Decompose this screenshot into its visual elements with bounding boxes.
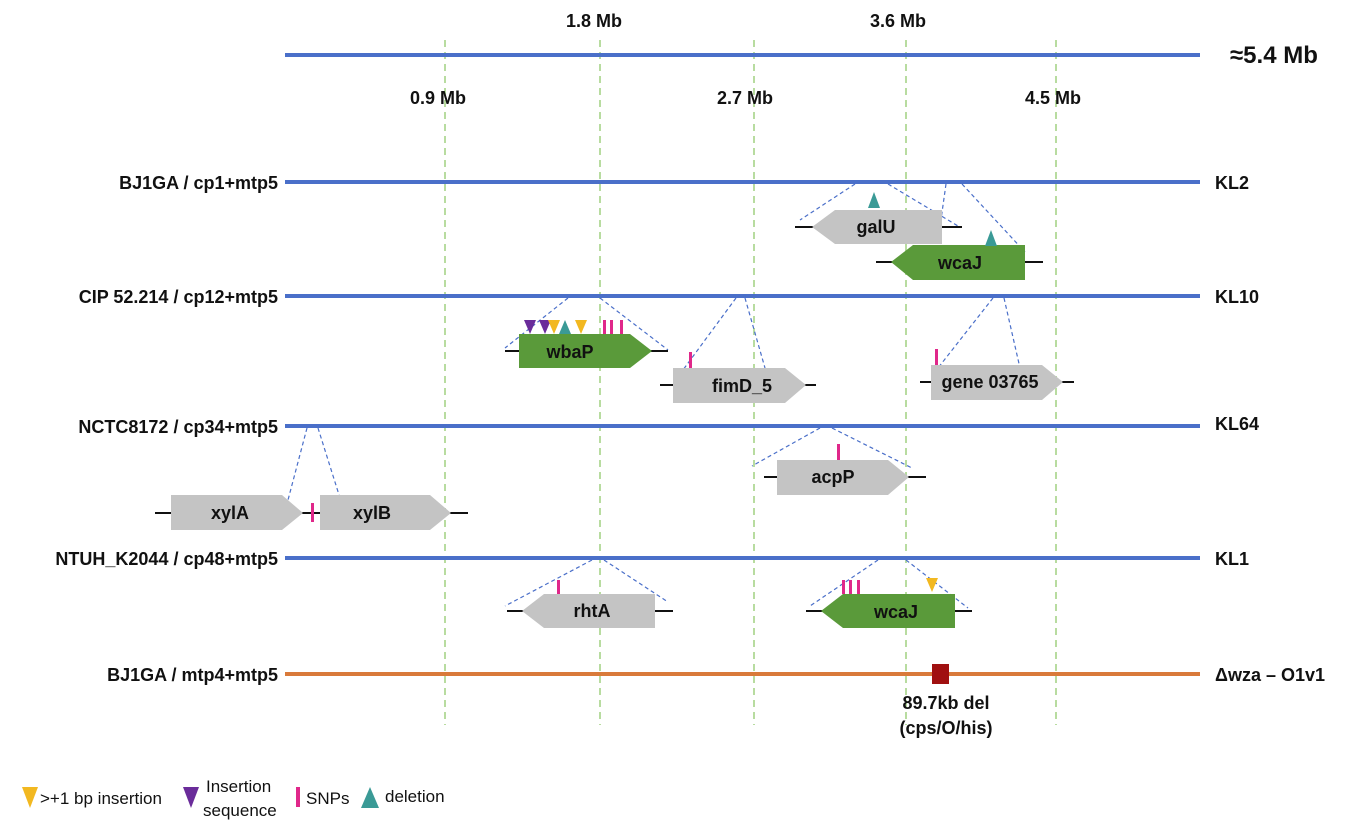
legend-deletion-label: deletion [385,787,445,806]
gene-wcaJ-kl2: wcaJ [876,245,1043,280]
svg-text:acpP: acpP [811,467,854,487]
tick-label-1.8: 1.8 Mb [566,11,622,31]
insertion-marker [575,320,587,334]
tick-label-2.7: 2.7 Mb [717,88,773,108]
gene-xylA: xylA [155,495,320,530]
gene-03765: gene 03765 [920,365,1074,400]
snp-marker [842,580,845,594]
snp-marker [857,580,860,594]
gene-wcaJ-kl1: wcaJ [806,594,972,628]
tick-label-0.9: 0.9 Mb [410,88,466,108]
track-type-5: Δwza – O1v1 [1215,665,1325,685]
legend-insertion-label: >+1 bp insertion [40,789,162,808]
tick-label-4.5: 4.5 Mb [1025,88,1081,108]
insertion-sequence-marker [539,320,551,334]
deletion-box [932,664,949,684]
track-name-1: BJ1GA / cp1+mtp5 [119,173,278,193]
deletion-label-line1: 89.7kb del [902,693,989,713]
legend-insertion-sequence-icon [183,787,199,808]
deletion-marker [559,320,571,334]
gene-fimD_5: fimD_5 [660,368,816,403]
tick-label-3.6: 3.6 Mb [870,11,926,31]
legend-insertion-sequence-label-2: sequence [203,801,277,820]
legend-insertion-icon [22,787,38,808]
insertion-marker [548,320,560,334]
legend-snp-icon [296,787,300,807]
svg-text:xylA: xylA [211,503,249,523]
snp-marker [935,349,938,365]
deletion-marker [868,192,880,208]
svg-text:gene 03765: gene 03765 [941,372,1038,392]
gene-acpP: acpP [764,460,926,495]
snp-marker [620,320,623,334]
snp-marker [689,352,692,368]
track-name-4: NTUH_K2044 / cp48+mtp5 [55,549,278,569]
svg-text:galU: galU [856,217,895,237]
snp-marker [849,580,852,594]
svg-text:wcaJ: wcaJ [937,253,982,273]
track-type-2: KL10 [1215,287,1259,307]
svg-text:fimD_5: fimD_5 [712,376,772,396]
svg-text:rhtA: rhtA [574,601,611,621]
track-type-4: KL1 [1215,549,1249,569]
legend-deletion-icon [361,787,379,808]
track-type-3: KL64 [1215,414,1259,434]
insertion-sequence-marker [524,320,536,334]
track-type-1: KL2 [1215,173,1249,193]
gene-wbaP: wbaP [505,334,668,368]
snp-marker [311,503,314,522]
legend: >+1 bp insertion Insertion sequence SNPs… [22,777,445,820]
deletion-label-line2: (cps/O/his) [899,718,992,738]
gene-galU: galU [795,210,962,244]
svg-text:wcaJ: wcaJ [873,602,918,622]
gene-rhtA: rhtA [507,594,673,628]
snp-marker [603,320,606,334]
snp-marker [837,444,840,460]
track-name-2: CIP 52.214 / cp12+mtp5 [79,287,278,307]
insertion-marker [926,578,938,592]
track-name-3: NCTC8172 / cp34+mtp5 [78,417,278,437]
svg-text:xylB: xylB [353,503,391,523]
legend-snp-label: SNPs [306,789,349,808]
snp-marker [610,320,613,334]
legend-insertion-sequence-label-1: Insertion [206,777,271,796]
gene-xylB: xylB [318,495,468,530]
deletion-marker [985,230,997,246]
track-name-5: BJ1GA / mtp4+mtp5 [107,665,278,685]
genome-size-label: ≈5.4 Mb [1230,42,1318,69]
snp-marker [557,580,560,594]
svg-text:wbaP: wbaP [545,342,593,362]
